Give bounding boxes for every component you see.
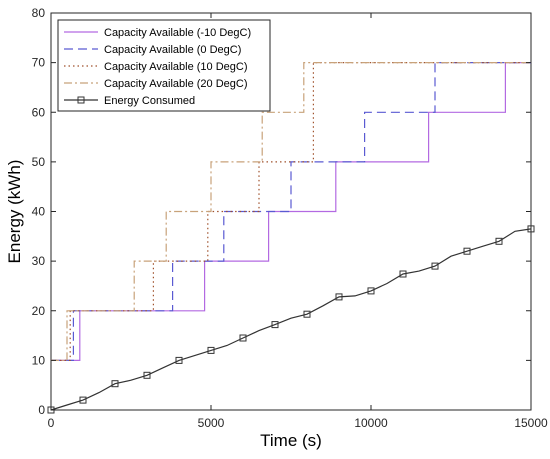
y-tick-label: 80	[32, 6, 46, 20]
x-tick-label: 5000	[198, 416, 225, 430]
legend-label: Capacity Available (0 DegC)	[104, 44, 241, 56]
y-tick-label: 20	[32, 304, 46, 318]
series-line-3	[51, 61, 531, 361]
y-tick-label: 50	[32, 155, 46, 169]
series-point	[335, 293, 343, 301]
series-point	[399, 270, 407, 278]
legend-label: Capacity Available (-10 DegC)	[104, 27, 251, 39]
legend-label: Capacity Available (20 DegC)	[104, 78, 247, 90]
series-point	[207, 346, 215, 354]
x-tick-label: 10000	[354, 416, 388, 430]
series-point	[271, 321, 279, 329]
y-tick-label: 40	[32, 205, 46, 219]
y-axis-title: Energy (kWh)	[5, 160, 24, 264]
series-point	[175, 356, 183, 364]
legend-marker	[77, 96, 85, 104]
x-tick-label: 15000	[514, 416, 548, 430]
y-tick-label: 70	[32, 56, 46, 70]
axes-layer: 0 5000 10000 15000 0 10 20 30 40 50 60 70 80	[32, 6, 548, 430]
series-line-1	[51, 61, 531, 361]
series-point	[111, 380, 119, 388]
legend-label: Energy Consumed	[104, 95, 195, 107]
series-point	[79, 396, 87, 404]
series-point	[527, 225, 535, 233]
series-point	[303, 310, 311, 318]
series-line-4	[50, 228, 532, 411]
series-point	[143, 371, 151, 379]
x-tick-label: 0	[48, 416, 55, 430]
legend-label: Capacity Available (10 DegC)	[104, 61, 247, 73]
series-point	[463, 247, 471, 255]
series-point	[367, 287, 375, 295]
y-tick-label: 30	[32, 254, 46, 268]
legend: Capacity Available (-10 DegC) Capacity Av…	[57, 19, 271, 112]
y-tick-label: 0	[38, 403, 45, 417]
y-tick-label: 10	[32, 353, 46, 367]
series-point	[239, 334, 247, 342]
x-axis-title: Time (s)	[260, 431, 322, 450]
series-line-2	[51, 61, 531, 361]
series-point	[431, 262, 439, 270]
series-point	[495, 237, 503, 245]
y-tick-label: 60	[32, 105, 46, 119]
legend-box	[57, 19, 271, 112]
series-layer	[47, 61, 535, 414]
